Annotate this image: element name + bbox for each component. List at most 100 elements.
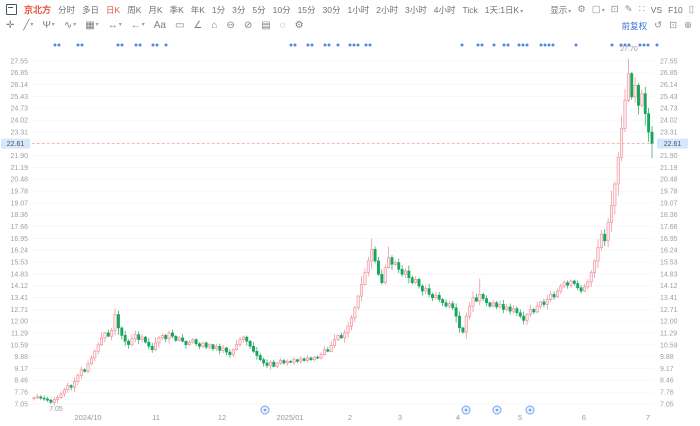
tab-5分[interactable]: 5分 xyxy=(252,4,266,15)
event-dot-icon[interactable] xyxy=(623,43,627,47)
event-dot-icon[interactable] xyxy=(492,43,496,47)
event-dot-icon[interactable] xyxy=(619,43,623,47)
pitchfork-icon[interactable]: Ψ▾ xyxy=(42,19,55,31)
candle-body xyxy=(295,359,299,362)
event-dot-icon[interactable] xyxy=(642,43,646,47)
event-dot-icon[interactable] xyxy=(336,43,340,47)
candle-body xyxy=(120,327,124,336)
symbol-name[interactable]: 京北方 xyxy=(24,5,52,15)
tab-15分[interactable]: 15分 xyxy=(297,4,316,15)
fullscreen-icon[interactable]: ⊡ xyxy=(669,19,678,31)
event-dot-icon[interactable] xyxy=(327,43,331,47)
event-dot-icon[interactable] xyxy=(310,43,314,47)
event-dot-icon[interactable] xyxy=(480,43,484,47)
magnet-icon[interactable]: ◌ xyxy=(279,19,286,31)
tab-月K[interactable]: 月K xyxy=(148,4,163,15)
event-dot-icon[interactable] xyxy=(525,43,529,47)
event-dot-icon[interactable] xyxy=(476,43,480,47)
event-dot-icon[interactable] xyxy=(356,43,360,47)
hide-icon[interactable]: ⊘ xyxy=(243,19,253,31)
event-dot-icon[interactable] xyxy=(551,43,555,47)
event-dot-icon[interactable] xyxy=(293,43,297,47)
vs-button[interactable]: VS xyxy=(650,4,663,15)
tab-30分[interactable]: 30分 xyxy=(322,4,341,15)
event-dot-icon[interactable] xyxy=(306,43,310,47)
event-dot-icon[interactable] xyxy=(627,43,631,47)
event-dot-icon[interactable] xyxy=(134,43,138,47)
side-panel-icon[interactable]: ▯ xyxy=(688,3,694,15)
event-dot-icon[interactable] xyxy=(539,43,543,47)
f10-button[interactable]: F10 xyxy=(668,4,683,15)
event-dot-icon[interactable] xyxy=(517,43,521,47)
event-dot-icon[interactable] xyxy=(574,43,578,47)
event-dot-icon[interactable] xyxy=(348,43,352,47)
event-dot-icon[interactable] xyxy=(543,43,547,47)
event-dot-icon[interactable] xyxy=(57,43,61,47)
window-icon[interactable] xyxy=(6,4,17,15)
event-dot-icon[interactable] xyxy=(138,43,142,47)
tab-周K[interactable]: 周K xyxy=(127,4,142,15)
event-dot-icon[interactable] xyxy=(655,43,659,47)
event-dot-icon[interactable] xyxy=(164,43,168,47)
zoom-out-icon[interactable]: ⊖ xyxy=(226,19,235,31)
tab-日K[interactable]: 日K xyxy=(106,4,121,15)
tab-1分[interactable]: 1分 xyxy=(211,4,226,15)
home-icon[interactable]: ⌂ xyxy=(211,19,218,31)
event-dot-icon[interactable] xyxy=(547,43,551,47)
tab-年K[interactable]: 年K xyxy=(190,4,205,15)
tab-1小时[interactable]: 1小时 xyxy=(347,4,370,15)
candlestick-chart[interactable]: 27.55 27.55 26.85 26.85 26.14 26.14 25.43 25.43… xyxy=(0,34,700,426)
layout-icon[interactable]: ▢▾ xyxy=(591,3,605,15)
event-dot-icon[interactable] xyxy=(610,43,614,47)
trend-line-icon[interactable]: ╱▾ xyxy=(23,19,34,31)
event-dot-icon[interactable] xyxy=(116,43,120,47)
event-dot-icon[interactable] xyxy=(460,43,464,47)
event-dot-icon[interactable] xyxy=(289,43,293,47)
display-menu[interactable]: 显示▾ xyxy=(550,4,572,15)
event-dot-icon[interactable] xyxy=(323,43,327,47)
candle-body xyxy=(35,396,39,399)
tab-10分[interactable]: 10分 xyxy=(272,4,291,15)
gear-icon[interactable]: ⚙ xyxy=(577,3,586,15)
angle-icon[interactable]: ∠ xyxy=(193,19,203,31)
tab-多日[interactable]: 多日 xyxy=(82,4,100,15)
event-dot-icon[interactable] xyxy=(638,43,642,47)
tab-分时[interactable]: 分时 xyxy=(58,4,76,15)
camera-icon[interactable]: ⊡ xyxy=(610,3,619,15)
tab-3小时[interactable]: 3小时 xyxy=(404,4,427,15)
tab-4小时[interactable]: 4小时 xyxy=(433,4,456,15)
event-dot-icon[interactable] xyxy=(646,43,650,47)
pattern-icon[interactable]: ▦▾ xyxy=(85,19,99,31)
candle-body xyxy=(130,338,134,345)
event-dot-icon[interactable] xyxy=(502,43,506,47)
event-dot-icon[interactable] xyxy=(155,43,159,47)
arrow-back-icon[interactable]: ←▾ xyxy=(130,19,145,31)
event-dot-icon[interactable] xyxy=(521,43,525,47)
tab-3分[interactable]: 3分 xyxy=(232,4,246,15)
event-dot-icon[interactable] xyxy=(53,43,57,47)
tab-Tick[interactable]: Tick xyxy=(462,4,478,15)
add-panel-icon[interactable]: ⊕ xyxy=(684,19,692,31)
event-dot-icon[interactable] xyxy=(80,43,84,47)
event-dot-icon[interactable] xyxy=(151,43,155,47)
event-dot-icon[interactable] xyxy=(120,43,124,47)
event-dot-icon[interactable] xyxy=(364,43,368,47)
refresh-icon[interactable]: ↺ xyxy=(654,19,663,31)
event-dot-icon[interactable] xyxy=(368,43,372,47)
measure-icon[interactable]: ↔▾ xyxy=(107,19,122,31)
tab-季K[interactable]: 季K xyxy=(169,4,184,15)
edit-icon[interactable]: ✎ xyxy=(624,3,633,15)
brush-icon[interactable]: ∿▾ xyxy=(63,19,77,31)
grid-dots-icon[interactable]: ∷ xyxy=(638,3,645,15)
delete-icon[interactable]: ▤ xyxy=(261,19,271,31)
tab-1天:1日K[interactable]: 1天:1日K▾ xyxy=(484,4,524,15)
adjustment-mode-button[interactable]: 前复权 xyxy=(621,20,648,31)
event-dot-icon[interactable] xyxy=(76,43,80,47)
text-tool-icon[interactable]: Aa xyxy=(153,19,166,31)
tab-2小时[interactable]: 2小时 xyxy=(376,4,398,15)
comment-icon[interactable]: ▭ xyxy=(174,19,185,31)
event-dot-icon[interactable] xyxy=(352,43,356,47)
settings-icon[interactable]: ⚙ xyxy=(294,19,304,31)
event-dot-icon[interactable] xyxy=(506,43,510,47)
crosshair-icon[interactable]: ✛ xyxy=(6,19,15,31)
